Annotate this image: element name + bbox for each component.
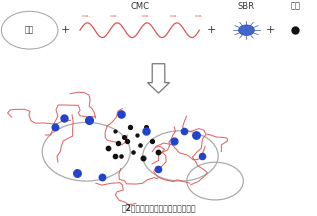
Text: +: + <box>207 25 217 35</box>
Text: +: + <box>61 25 70 35</box>
Text: +: + <box>265 25 275 35</box>
Text: coo-: coo- <box>110 14 119 18</box>
Text: coo-: coo- <box>141 14 150 18</box>
Text: 炭黑: 炭黑 <box>290 2 300 11</box>
Text: SBR: SBR <box>238 2 255 11</box>
Text: 图2：负极浆料的组分及分布示意图: 图2：负极浆料的组分及分布示意图 <box>121 204 196 213</box>
Text: 石墨: 石墨 <box>25 26 34 35</box>
Text: CMC: CMC <box>130 2 149 11</box>
Polygon shape <box>147 64 170 93</box>
Text: coo-: coo- <box>82 14 91 18</box>
Text: coo-: coo- <box>195 14 204 18</box>
Circle shape <box>239 25 254 35</box>
Text: coo-: coo- <box>170 14 179 18</box>
